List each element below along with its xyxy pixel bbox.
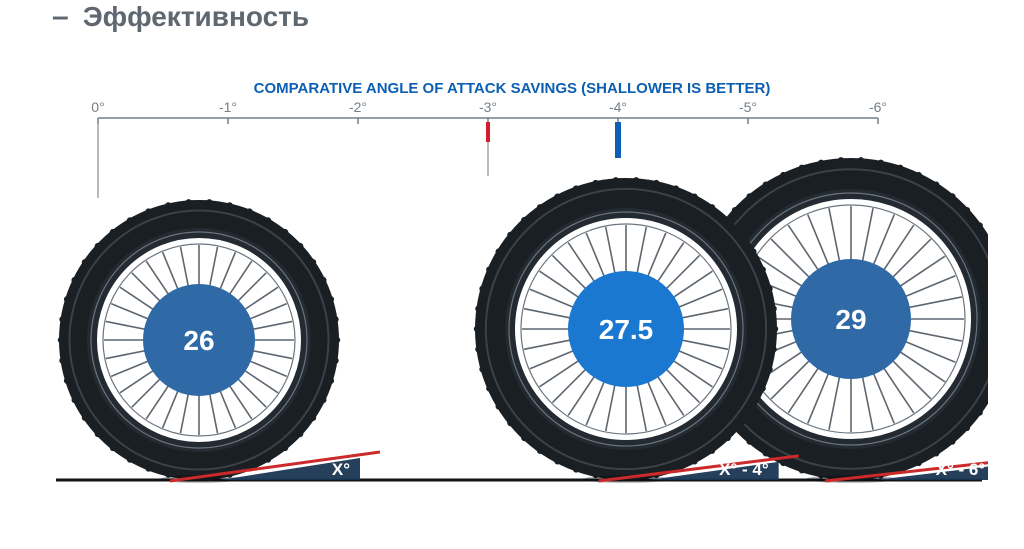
- axis-tick-label: -1°: [219, 99, 237, 115]
- axis-tick-label: -6°: [869, 99, 887, 115]
- angle-label: X° - 6°: [936, 460, 986, 479]
- axis-tick-label: 0°: [91, 99, 104, 115]
- wheel-label: 26: [183, 325, 214, 356]
- chart-title: COMPARATIVE ANGLE OF ATTACK SAVINGS (SHA…: [254, 80, 771, 97]
- axis-tick-label: -4°: [609, 99, 627, 115]
- axis-tick-label: -2°: [349, 99, 367, 115]
- wheel-label: 27.5: [599, 314, 654, 345]
- axis-marker: [615, 122, 621, 158]
- page-heading: – Эффективность: [52, 0, 309, 34]
- heading-dash: –: [52, 0, 69, 34]
- angle-of-attack-figure: COMPARATIVE ANGLE OF ATTACK SAVINGS (SHA…: [36, 78, 988, 518]
- angle-label: X° - 4°: [719, 460, 769, 479]
- wheel-label: 29: [835, 304, 866, 335]
- angle-label: X°: [332, 460, 350, 479]
- axis-marker: [486, 122, 490, 142]
- axis-tick-label: -5°: [739, 99, 757, 115]
- heading-text: Эффективность: [83, 1, 309, 33]
- chart-svg: COMPARATIVE ANGLE OF ATTACK SAVINGS (SHA…: [36, 78, 988, 518]
- axis-tick-label: -3°: [479, 99, 497, 115]
